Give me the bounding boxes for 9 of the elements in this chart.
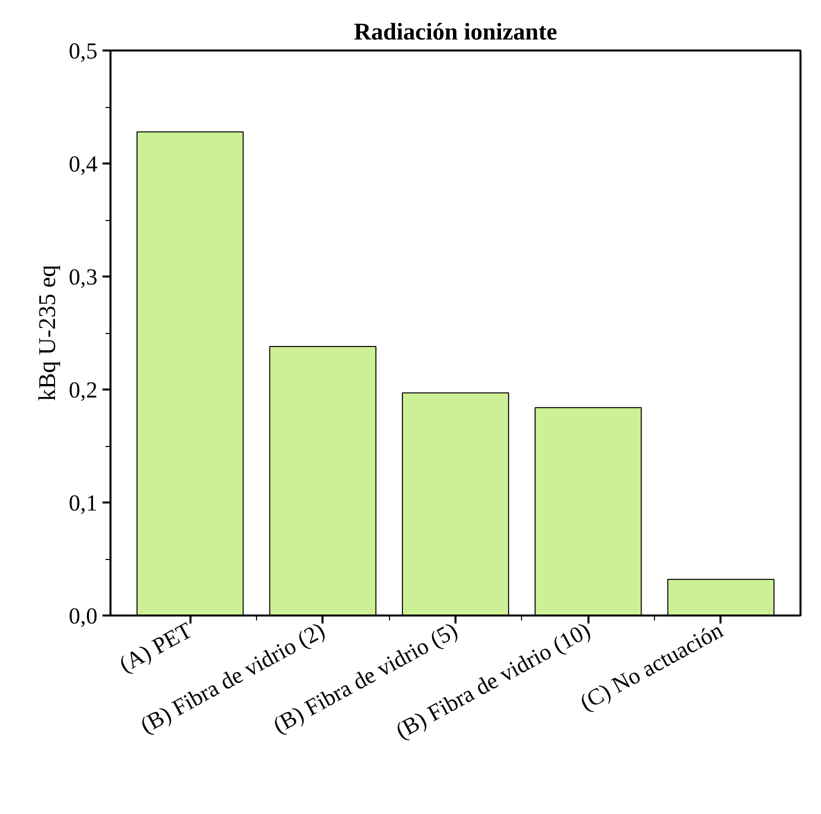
y-tick-label: 0,3: [68, 264, 98, 290]
y-tick-label: 0,0: [68, 604, 98, 628]
x-tick-label: (A) PET: [115, 618, 196, 678]
y-tick-label: 0,1: [68, 490, 98, 516]
y-tick-label: 0,4: [68, 152, 98, 176]
y-axis-title: kBq U-235 eq: [34, 265, 61, 401]
chart-title: Radiación ionizante: [354, 20, 558, 46]
y-tick-label: 0,5: [68, 38, 98, 64]
y-tick-label: 0,2: [68, 378, 98, 402]
